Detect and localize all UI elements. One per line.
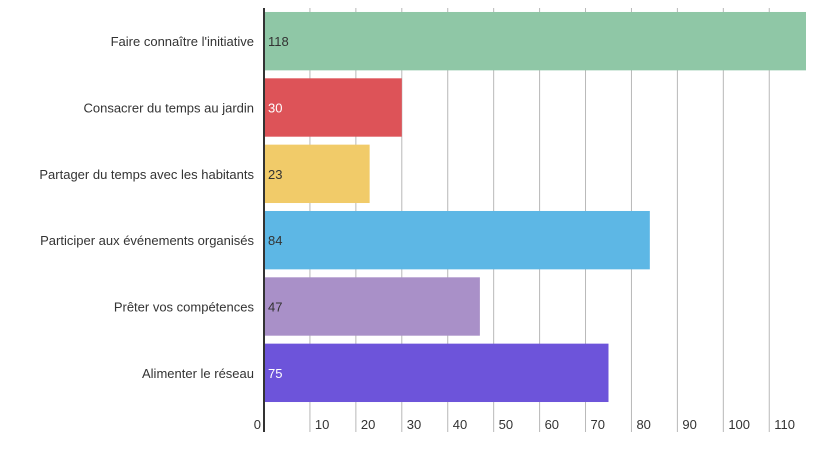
data-label: 30 [268,101,282,116]
category-label: Consacrer du temps au jardin [83,101,254,116]
data-label: 75 [268,366,282,381]
x-tick-labels: 0 10 20 30 40 50 60 70 80 90 100 110 [254,417,795,432]
bar [264,78,402,137]
x-tick-label: 60 [545,417,559,432]
bar [264,144,370,204]
x-tick-label: 50 [499,417,513,432]
category-label: Participer aux événements organisés [40,233,254,248]
x-tick-label: 10 [315,417,329,432]
bar [264,210,650,270]
data-labels: 118 30 23 84 47 75 [268,34,289,381]
bar [264,277,480,336]
data-label: 47 [268,300,282,315]
x-tick-label: 70 [591,417,605,432]
x-tick-label: 40 [453,417,467,432]
x-tick-label: 20 [361,417,375,432]
x-tick-label: 110 [774,417,795,432]
x-tick-label: 0 [254,417,261,432]
category-label: Alimenter le réseau [142,366,254,381]
x-tick-label: 90 [682,417,696,432]
x-tick-label: 80 [636,417,650,432]
bar [264,343,609,403]
x-tick-label: 30 [407,417,421,432]
x-tick-label: 100 [728,417,750,432]
data-label: 118 [268,34,289,49]
bar [264,11,806,71]
category-label: Prêter vos compétences [114,300,255,315]
category-labels: Faire connaître l'initiative Consacrer du… [39,34,254,381]
data-label: 23 [268,167,282,182]
data-label: 84 [268,233,282,248]
bars [264,11,806,403]
category-label: Faire connaître l'initiative [111,34,254,49]
category-label: Partager du temps avec les habitants [39,167,254,182]
